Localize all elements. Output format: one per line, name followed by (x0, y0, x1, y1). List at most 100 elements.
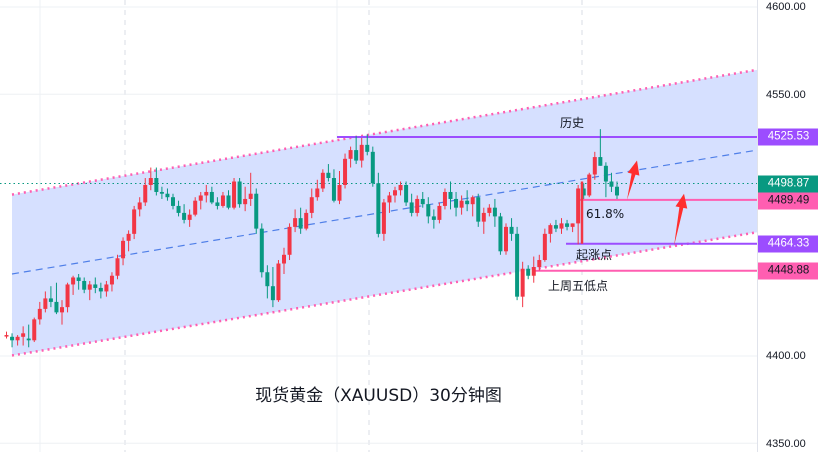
candle-body (187, 214, 192, 220)
annotation-last-friday-low: 上周五低点 (548, 279, 609, 293)
candle-body (420, 198, 425, 205)
candle-body (320, 172, 325, 189)
candle-body (204, 191, 209, 196)
price-tag-rally-start: 4464.33 (758, 235, 818, 253)
candle-body (71, 277, 76, 285)
candle-body (54, 301, 59, 313)
candle-body (531, 267, 536, 276)
candle-body (182, 212, 187, 220)
candle-body (171, 197, 175, 206)
candle-body (65, 284, 70, 308)
candle-body (309, 197, 314, 213)
candle-body (359, 144, 364, 161)
candle-body (381, 202, 386, 234)
annotation-rally-start: 起涨点 (576, 248, 613, 262)
candle-body (520, 268, 525, 297)
candle-body (287, 226, 292, 255)
candle-body (32, 319, 37, 341)
candle-body (26, 338, 31, 341)
candle-body (176, 205, 181, 213)
candle-body (426, 204, 431, 217)
candle-body (442, 191, 447, 206)
candle-body (87, 284, 92, 290)
candle-body (459, 200, 464, 208)
candle-body (470, 197, 475, 205)
y-tick-4600: 4600.00 (766, 1, 806, 13)
candle-body (492, 207, 497, 217)
candle-body (398, 184, 403, 191)
candle-body (570, 223, 575, 227)
candle-body (137, 202, 142, 210)
candle-body (148, 178, 153, 185)
candle-body (387, 195, 392, 203)
candle-body (609, 181, 614, 187)
candle-body (603, 165, 608, 182)
candle-body (354, 150, 359, 161)
chart-title: 现货黄金（XAUUSD）30分钟图 (255, 386, 502, 406)
candle-body (448, 191, 453, 199)
annotation-fib-618: 61.8% (586, 207, 625, 221)
y-tick-4350: 4350.00 (766, 438, 806, 450)
candle-body (454, 198, 459, 208)
candle-body (559, 223, 564, 229)
candle-body (542, 233, 547, 261)
candle-body (126, 233, 131, 241)
candle-body (343, 158, 348, 185)
candle-body (337, 184, 342, 201)
candle-body (154, 178, 159, 192)
candle-body (104, 284, 109, 292)
candle-body (293, 218, 298, 227)
candle-body (348, 150, 353, 159)
candle-body (248, 193, 253, 199)
candle-body (376, 183, 381, 234)
candle-body (515, 233, 520, 297)
candle-body (98, 287, 103, 292)
candle-body (237, 181, 242, 205)
candle-body (326, 172, 331, 179)
candle-body (415, 198, 420, 213)
candle-body (537, 260, 542, 268)
candle-body (37, 308, 42, 320)
candle-body (109, 275, 114, 285)
candle-body (132, 209, 137, 234)
candle-body (565, 223, 570, 227)
candle-body (43, 298, 48, 309)
candle-body (48, 298, 53, 302)
candle-body (165, 193, 170, 198)
candle-body (598, 157, 603, 166)
price-tag-current: 4498.87 (758, 175, 818, 193)
candle-body (509, 226, 514, 234)
candle-body (215, 202, 220, 206)
y-tick-4550: 4550.00 (766, 89, 806, 101)
candle-body (437, 205, 442, 220)
price-tag-fib-618: 4489.49 (758, 192, 818, 210)
candle-body (370, 151, 375, 184)
candle-body (365, 144, 370, 152)
candle-body (553, 225, 558, 229)
candle-body (220, 195, 225, 206)
price-tag-history-high: 4525.53 (758, 128, 818, 146)
price-axis[interactable]: 4600.00 4550.00 4400.00 4350.00 4525.53 … (757, 0, 818, 452)
candle-body (465, 200, 470, 205)
candle-body (209, 191, 214, 203)
candle-body (615, 186, 619, 196)
candle-body (476, 197, 481, 222)
candle-body (304, 212, 309, 229)
candle-body (193, 200, 198, 215)
up-arrow-icon (627, 160, 640, 200)
candle-body (4, 335, 9, 337)
candle-body (282, 254, 286, 264)
candle-body (298, 218, 303, 229)
candle-body (21, 333, 26, 337)
candle-body (10, 336, 15, 341)
candle-body (481, 212, 486, 222)
up-arrow-icon (674, 193, 688, 247)
candle-body (115, 258, 120, 276)
candle-body (265, 272, 270, 287)
candle-body (276, 263, 281, 301)
candle-body (226, 195, 231, 208)
candle-body (198, 195, 203, 201)
candle-body (159, 191, 164, 194)
candle-body (487, 207, 492, 213)
